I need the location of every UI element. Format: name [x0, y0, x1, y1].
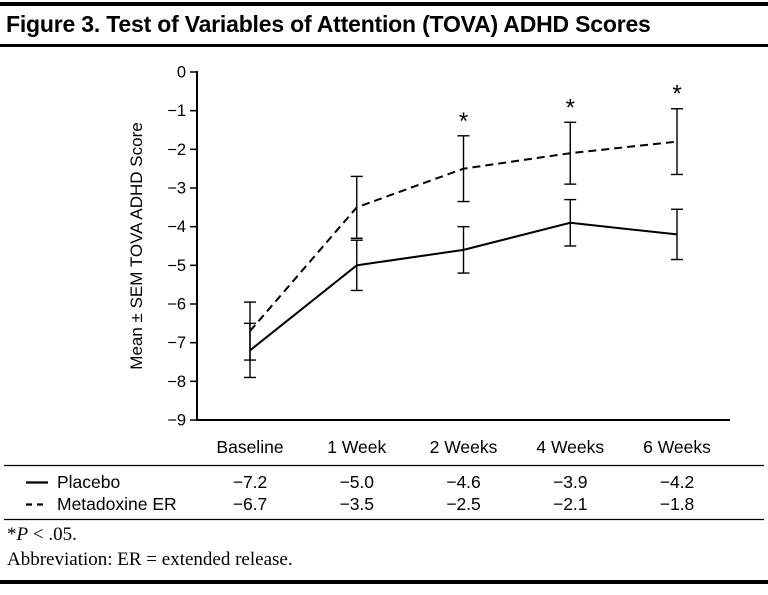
y-axis-title: Mean ± SEM TOVA ADHD Score	[127, 122, 146, 369]
value-cell: −3.5	[339, 494, 374, 514]
y-tick-label: −9	[167, 412, 186, 430]
value-cell: −7.2	[233, 472, 268, 492]
value-cell: −3.9	[553, 472, 588, 492]
tova-line-chart: 0 −1 −2 −3 −4 −5 −6 −7 −8 −9 Mean ± SEM TOVA ADHD …	[4, 64, 764, 521]
category-label: Baseline	[216, 437, 283, 457]
y-tick-label: −3	[167, 180, 186, 198]
p-threshold: < .05.	[28, 524, 77, 545]
figure-title: Figure 3. Test of Variables of Attention…	[6, 11, 651, 37]
value-cell: −2.5	[446, 494, 481, 514]
y-tick-label: −7	[167, 334, 186, 352]
category-label: 1 Week	[327, 437, 386, 457]
y-tick-label: −5	[167, 257, 186, 275]
y-tick-label: −6	[167, 296, 186, 314]
series-label-metadoxine-er: Metadoxine ER	[57, 494, 177, 514]
y-tick-label: −8	[167, 373, 186, 391]
y-tick-label: −4	[167, 218, 186, 236]
p-symbol: P	[16, 524, 29, 545]
value-cell: −1.8	[660, 494, 695, 514]
y-tick-label: −2	[167, 141, 186, 159]
significance-asterisk: *	[672, 81, 681, 108]
title-rule	[0, 44, 768, 47]
significance-asterisk: *	[459, 108, 468, 135]
category-label: 4 Weeks	[536, 437, 604, 457]
value-cell: −5.0	[339, 472, 374, 492]
y-tick-label: 0	[177, 64, 186, 82]
bottom-rule	[0, 580, 768, 584]
value-cell: −4.2	[660, 472, 695, 492]
series-line-metadoxine-er	[249, 140, 678, 332]
series-line-placebo	[249, 221, 678, 352]
category-label: 6 Weeks	[643, 437, 711, 457]
value-cell: −2.1	[553, 494, 588, 514]
significance-asterisk: *	[566, 94, 575, 121]
significance-footnote: *P < .05.	[7, 524, 77, 546]
abbreviation-footnote: Abbreviation: ER = extended release.	[7, 549, 293, 570]
category-label: 2 Weeks	[430, 437, 498, 457]
series-label-placebo: Placebo	[57, 472, 120, 492]
value-cell: −6.7	[233, 494, 268, 514]
value-cell: −4.6	[446, 472, 481, 492]
significance-star: *	[7, 524, 17, 545]
top-rule	[0, 2, 768, 6]
y-tick-label: −1	[167, 102, 186, 120]
